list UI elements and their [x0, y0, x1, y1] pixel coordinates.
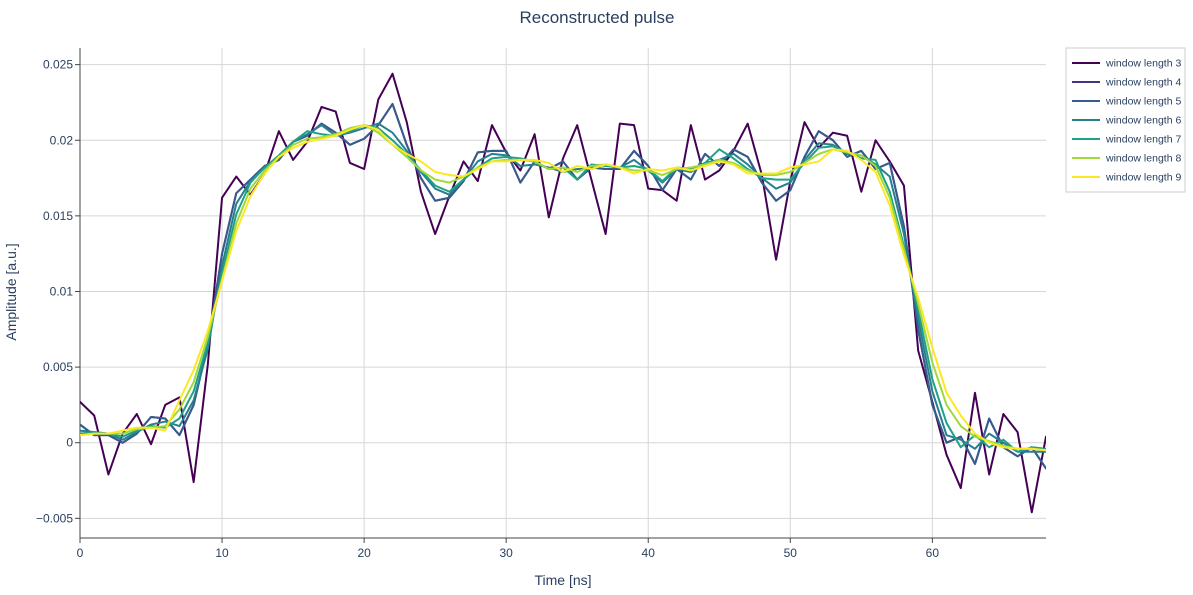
legend-label: window length 8: [1105, 153, 1181, 165]
x-tick-label: 60: [926, 546, 940, 560]
series-line-1: [80, 72, 1046, 514]
legend-item[interactable]: window length 9: [1072, 172, 1181, 184]
legend-item[interactable]: window length 8: [1072, 153, 1181, 165]
legend-item[interactable]: window length 3: [1072, 58, 1181, 70]
series-line-7: [80, 124, 1046, 452]
axes: [79, 48, 1046, 539]
y-tick-label: 0.02: [50, 133, 74, 147]
x-axis-title: Time [ns]: [534, 572, 591, 588]
legend-label: window length 4: [1105, 77, 1181, 89]
y-tick-label: 0: [66, 436, 73, 450]
x-tick-label: 40: [642, 546, 656, 560]
legend-item[interactable]: window length 6: [1072, 115, 1181, 127]
y-tick-label: 0.005: [43, 360, 73, 374]
legend-item[interactable]: window length 4: [1072, 77, 1181, 89]
y-axis-title: Amplitude [a.u.]: [3, 243, 19, 340]
legend[interactable]: window length 3 window length 4 window len…: [1065, 47, 1186, 193]
legend-label: window length 3: [1105, 58, 1181, 70]
legend-label: window length 7: [1105, 134, 1181, 146]
legend-label: window length 6: [1105, 115, 1181, 127]
chart-title: Reconstructed pulse: [520, 8, 675, 27]
legend-item[interactable]: window length 7: [1072, 134, 1181, 146]
series-line-3: [80, 102, 1046, 470]
x-tick-label: 0: [77, 546, 84, 560]
y-tick-label: 0.025: [43, 58, 73, 72]
x-tick-label: 20: [357, 546, 371, 560]
legend-label: window length 9: [1105, 172, 1181, 184]
x-tick-label: 30: [499, 546, 513, 560]
x-tick-label: 50: [784, 546, 798, 560]
y-axis-ticks: −0.005 0 0.005 0.01 0.015 0.02 0.025: [36, 58, 80, 525]
y-tick-label: 0.015: [43, 209, 73, 223]
x-axis-ticks: 0 10 20 30 40 50 60: [77, 538, 940, 560]
grid: [80, 48, 1046, 538]
legend-label: window length 5: [1105, 96, 1181, 108]
y-tick-label: −0.005: [36, 511, 73, 525]
series-lines: [80, 72, 1046, 514]
x-tick-label: 10: [215, 546, 229, 560]
legend-item[interactable]: window length 5: [1072, 96, 1181, 108]
series-line-6: [80, 124, 1046, 452]
y-tick-label: 0.01: [50, 284, 74, 298]
